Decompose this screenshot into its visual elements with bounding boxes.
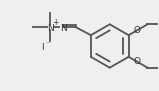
Text: O: O	[133, 26, 140, 35]
Text: ⁻: ⁻	[45, 39, 49, 49]
Text: N: N	[60, 24, 66, 33]
Text: N: N	[47, 24, 54, 33]
Text: O: O	[133, 57, 140, 66]
Text: I: I	[41, 43, 44, 53]
Text: +: +	[52, 18, 58, 27]
